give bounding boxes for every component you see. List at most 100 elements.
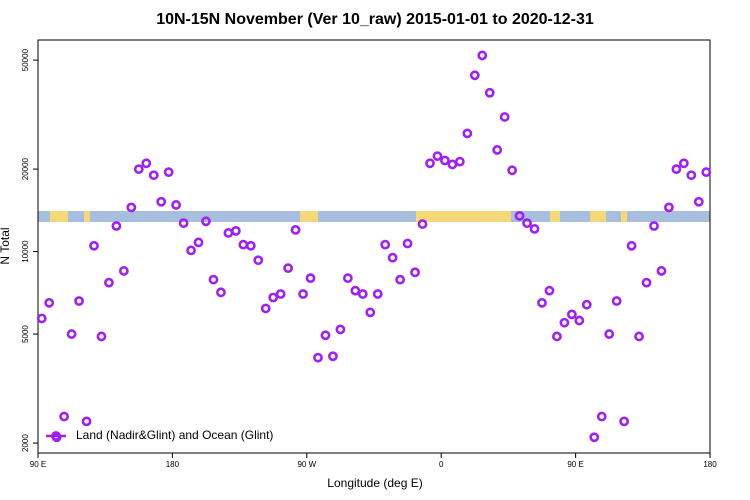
data-point: [529, 224, 540, 234]
x-tick-label: 180: [703, 460, 717, 469]
data-point: [104, 277, 114, 288]
legend-label: Land (Nadir&Glint) and Ocean (Glint): [76, 428, 273, 442]
data-point: [693, 196, 704, 207]
data-point: [626, 240, 637, 251]
data-point: [581, 299, 592, 310]
data-point: [537, 297, 547, 308]
data-point: [275, 289, 286, 299]
data-point: [216, 287, 226, 298]
data-point: [81, 416, 92, 427]
data-point: [186, 245, 196, 256]
data-point: [365, 307, 376, 318]
data-point: [484, 87, 495, 98]
data-point: [163, 167, 174, 178]
data-point: [559, 317, 570, 328]
data-point: [305, 273, 316, 284]
y-axis-label: N Total: [0, 227, 12, 264]
land-ocean-strip: [38, 211, 710, 222]
x-tick-label: 0: [439, 460, 444, 469]
data-point: [402, 238, 413, 249]
data-point: [611, 296, 622, 306]
data-point: [492, 145, 503, 155]
data-point: [664, 202, 674, 213]
data-point: [656, 266, 667, 276]
data-point: [589, 432, 600, 443]
data-point: [432, 151, 443, 162]
data-point: [499, 112, 510, 122]
data-point: [335, 324, 346, 335]
x-tick-label: 180: [166, 460, 180, 469]
data-point: [425, 158, 435, 169]
data-point: [678, 158, 689, 169]
data-point: [634, 331, 644, 342]
data-point: [522, 218, 532, 229]
data-point: [320, 330, 331, 341]
plot-frame: [37, 39, 711, 454]
data-point: [596, 411, 607, 422]
data-point: [462, 128, 473, 139]
data-point: [171, 200, 182, 210]
data-point: [126, 202, 137, 213]
data-point: [604, 329, 615, 339]
data-point: [178, 218, 189, 229]
data-point: [507, 165, 518, 176]
x-tick-label: 90 E: [567, 460, 583, 469]
data-point: [290, 224, 301, 235]
data-point: [469, 70, 480, 81]
data-point: [566, 309, 577, 320]
data-point: [417, 219, 428, 229]
data-point: [313, 352, 323, 363]
data-point: [148, 170, 159, 181]
data-point: [253, 255, 264, 266]
data-point: [193, 237, 204, 248]
data-point: [268, 292, 279, 303]
data-point: [201, 216, 211, 227]
data-point: [298, 289, 308, 299]
data-point: [552, 331, 562, 342]
x-tick-label: 90 E: [30, 460, 46, 469]
data-point: [649, 221, 659, 231]
y-tick-label: 50000: [21, 48, 30, 71]
data-point: [156, 196, 167, 207]
data-point: [208, 274, 219, 285]
data-point: [111, 221, 122, 231]
data-point: [544, 285, 555, 296]
data-point: [686, 170, 697, 181]
data-point: [671, 164, 682, 175]
data-point: [141, 158, 152, 169]
y-tick-label: 5000: [21, 325, 30, 343]
y-tick-label: 20000: [21, 157, 30, 180]
data-point: [260, 303, 271, 314]
data-point: [36, 313, 47, 324]
y-tick-label: 2000: [21, 434, 30, 452]
data-point: [245, 240, 256, 251]
data-point: [395, 274, 406, 285]
data-point: [387, 252, 398, 263]
data-point: [342, 273, 353, 284]
x-tick-label: 90 W: [297, 460, 316, 469]
data-point: [701, 167, 712, 178]
data-point: [440, 155, 450, 166]
data-point: [350, 285, 361, 296]
x-axis-label: Longitude (deg E): [327, 476, 422, 490]
data-point: [328, 351, 338, 362]
data-point: [372, 289, 383, 299]
data-point: [574, 315, 585, 326]
data-point: [74, 296, 84, 306]
data-point: [96, 331, 107, 342]
data-point: [44, 297, 55, 308]
data-point: [454, 156, 465, 167]
data-point: [118, 266, 129, 276]
data-point: [357, 289, 368, 299]
data-point: [477, 50, 488, 61]
chart-title: 10N-15N November (Ver 10_raw) 2015-01-01…: [156, 11, 594, 28]
data-point: [89, 240, 99, 251]
data-point: [380, 239, 391, 250]
data-point: [410, 267, 420, 278]
data-point: [66, 329, 77, 339]
legend-marker: [51, 431, 61, 441]
data-point: [230, 225, 241, 236]
data-point: [133, 164, 144, 175]
